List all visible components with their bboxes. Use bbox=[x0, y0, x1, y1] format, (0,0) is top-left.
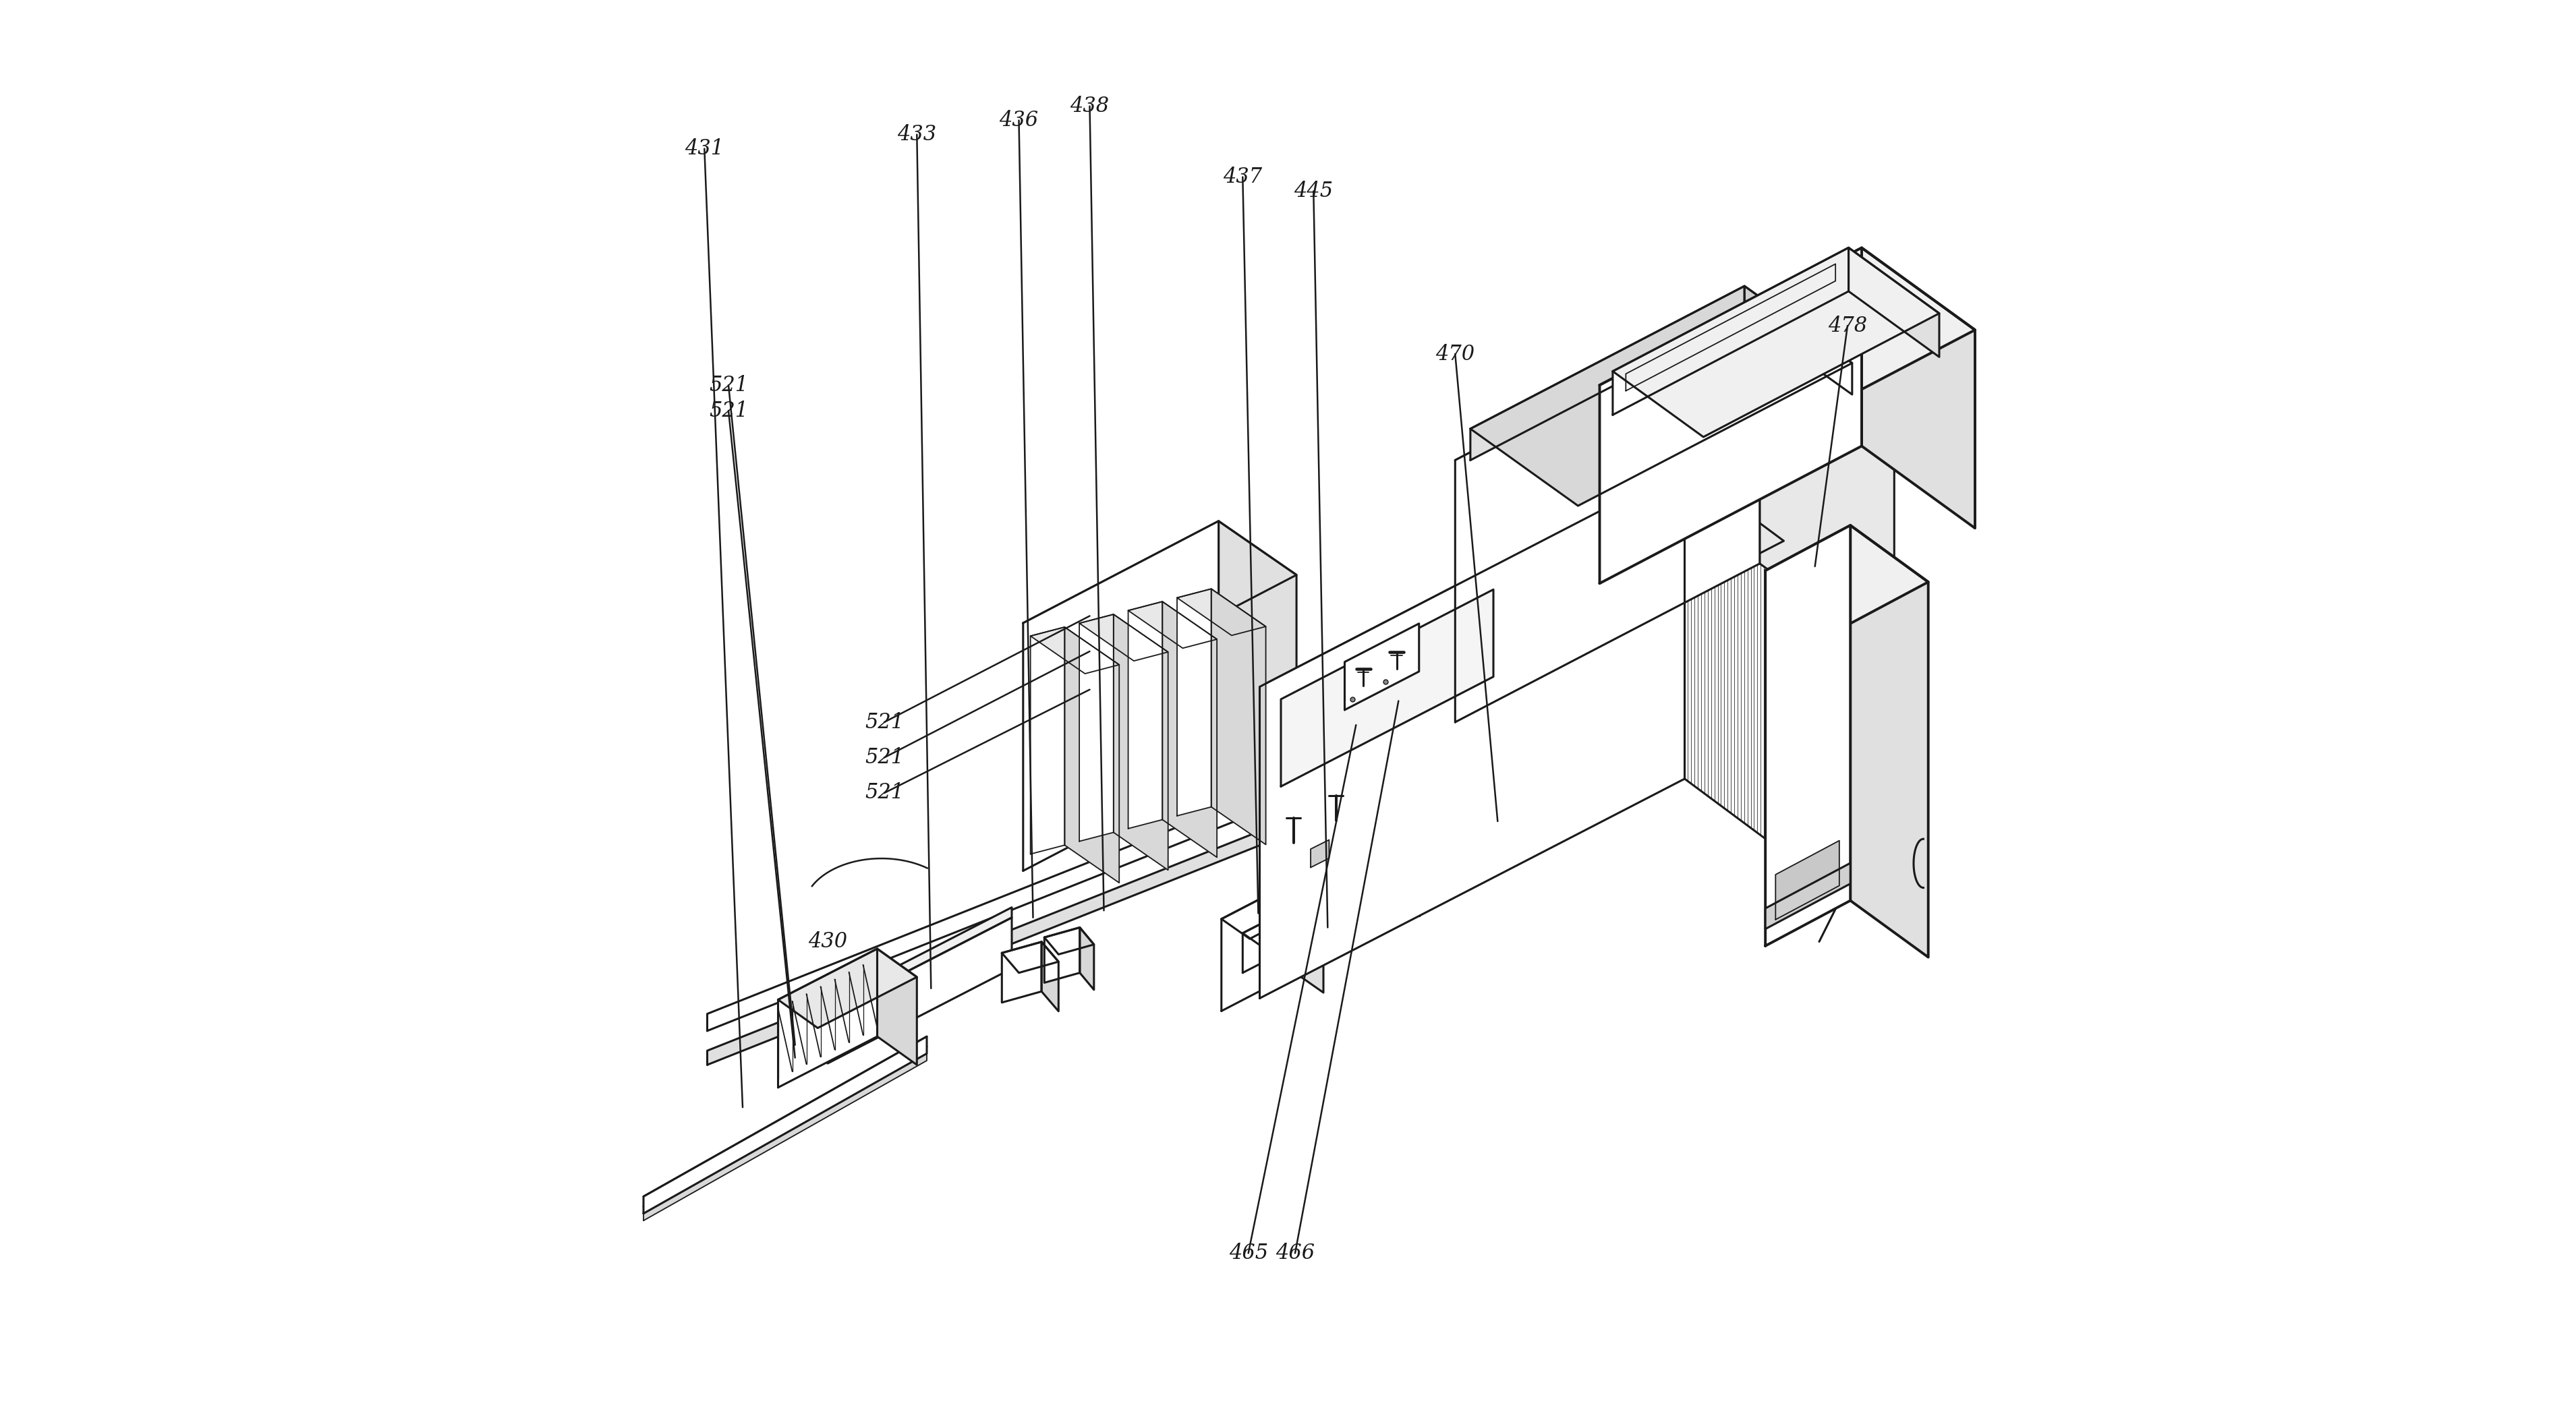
Polygon shape bbox=[708, 617, 1798, 1065]
Text: 521: 521 bbox=[708, 401, 747, 421]
Text: 436: 436 bbox=[999, 110, 1038, 130]
Text: 438: 438 bbox=[1069, 96, 1110, 116]
Polygon shape bbox=[1177, 589, 1211, 816]
Text: 521: 521 bbox=[866, 783, 904, 803]
Polygon shape bbox=[1218, 521, 1296, 823]
Polygon shape bbox=[1862, 248, 1976, 528]
Polygon shape bbox=[1002, 942, 1041, 1003]
Polygon shape bbox=[1079, 927, 1095, 990]
Polygon shape bbox=[1030, 627, 1118, 674]
Polygon shape bbox=[1765, 525, 1929, 627]
Text: 445: 445 bbox=[1293, 181, 1334, 201]
Polygon shape bbox=[1600, 248, 1976, 467]
Polygon shape bbox=[1043, 927, 1095, 954]
Polygon shape bbox=[1613, 248, 1940, 438]
Polygon shape bbox=[1280, 589, 1494, 786]
Polygon shape bbox=[778, 949, 917, 1028]
Polygon shape bbox=[644, 1054, 927, 1221]
Polygon shape bbox=[1260, 467, 1685, 998]
Polygon shape bbox=[644, 1037, 927, 1214]
Polygon shape bbox=[1079, 615, 1113, 841]
Text: 433: 433 bbox=[896, 125, 938, 144]
Text: 465: 465 bbox=[1229, 1243, 1267, 1263]
Polygon shape bbox=[1079, 615, 1167, 661]
Text: 521: 521 bbox=[866, 712, 904, 732]
Polygon shape bbox=[1260, 467, 1783, 760]
Polygon shape bbox=[1471, 286, 1744, 460]
Polygon shape bbox=[1765, 525, 1850, 946]
Polygon shape bbox=[1625, 263, 1837, 391]
Polygon shape bbox=[1162, 602, 1216, 857]
Polygon shape bbox=[1128, 602, 1216, 649]
Polygon shape bbox=[1113, 615, 1167, 869]
Polygon shape bbox=[1311, 840, 1329, 868]
Polygon shape bbox=[1221, 881, 1324, 939]
Polygon shape bbox=[1064, 627, 1118, 882]
Polygon shape bbox=[1030, 627, 1064, 854]
Polygon shape bbox=[1613, 248, 1850, 415]
Polygon shape bbox=[1041, 942, 1059, 1011]
Polygon shape bbox=[778, 949, 878, 1087]
Polygon shape bbox=[1600, 248, 1862, 583]
Polygon shape bbox=[708, 581, 1798, 1031]
Polygon shape bbox=[1775, 841, 1839, 919]
Polygon shape bbox=[1765, 862, 1850, 929]
Polygon shape bbox=[1002, 942, 1059, 973]
Polygon shape bbox=[878, 949, 917, 1065]
Polygon shape bbox=[1455, 302, 1759, 722]
Polygon shape bbox=[1391, 857, 1419, 916]
Polygon shape bbox=[1242, 857, 1419, 953]
Polygon shape bbox=[1471, 286, 1852, 506]
Polygon shape bbox=[1177, 589, 1265, 636]
Polygon shape bbox=[1850, 525, 1929, 957]
Text: 521: 521 bbox=[708, 375, 747, 395]
Polygon shape bbox=[1128, 602, 1162, 828]
Polygon shape bbox=[1296, 881, 1324, 993]
Polygon shape bbox=[1221, 881, 1296, 1011]
Polygon shape bbox=[1023, 521, 1296, 677]
Text: 430: 430 bbox=[809, 932, 848, 952]
Text: 470: 470 bbox=[1435, 344, 1473, 364]
Text: 521: 521 bbox=[866, 748, 904, 767]
Polygon shape bbox=[1759, 302, 1893, 660]
Polygon shape bbox=[1023, 521, 1218, 871]
Text: 437: 437 bbox=[1224, 167, 1262, 187]
Polygon shape bbox=[827, 918, 1012, 1063]
Polygon shape bbox=[1455, 302, 1893, 556]
Text: 431: 431 bbox=[685, 139, 724, 159]
Polygon shape bbox=[1744, 286, 1852, 395]
Text: 478: 478 bbox=[1829, 316, 1868, 336]
Polygon shape bbox=[1685, 467, 1783, 852]
Text: 466: 466 bbox=[1275, 1243, 1314, 1263]
Polygon shape bbox=[1345, 623, 1419, 709]
Polygon shape bbox=[1850, 248, 1940, 357]
Polygon shape bbox=[1242, 857, 1391, 973]
Polygon shape bbox=[1211, 589, 1265, 844]
Polygon shape bbox=[827, 908, 1012, 1012]
Polygon shape bbox=[1043, 927, 1079, 983]
